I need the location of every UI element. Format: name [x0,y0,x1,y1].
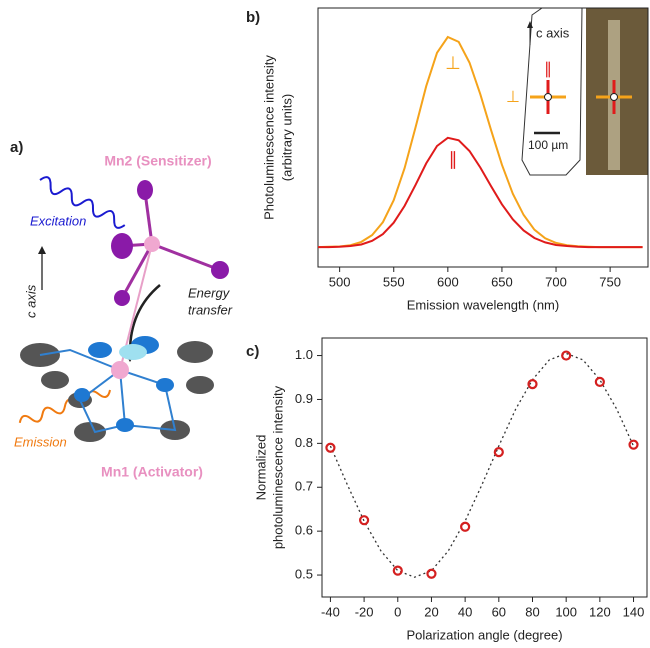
mn2-label: Mn2 (Sensitizer) [104,153,211,169]
mn2-atom [144,236,160,252]
y-tick-label: 0.6 [295,523,313,538]
x-tick-label: -40 [321,604,340,619]
x-tick-label: 40 [458,604,472,619]
y-axis-label: (arbitrary units) [279,94,294,181]
ring-bonds [40,350,175,432]
emission-wave [18,385,112,427]
y-axis-label: Photoluminescence intensity [261,55,276,220]
y-axis-label: Normalized [253,435,268,501]
panel-label: c) [246,343,259,360]
data-point [427,570,435,578]
x-tick-label: 100 [555,604,577,619]
bonds [122,192,220,298]
mn1-label: Mn1 (Activator) [101,464,203,480]
y-tick-label: 0.7 [295,479,313,494]
x-tick-label: 700 [545,274,567,289]
x-tick-label: 120 [589,604,611,619]
inset-perp: ⊥ [506,89,520,106]
series-label: ⊥ [445,53,461,73]
atom [119,344,147,360]
arrow-head [38,246,46,254]
x-tick-label: 500 [329,274,351,289]
mn1-atom [111,361,129,379]
center-dot [611,94,618,101]
excitation-label: Excitation [30,213,86,228]
transfer-label: transfer [188,302,233,317]
x-tick-label: 140 [623,604,645,619]
data-point [562,352,570,360]
x-tick-label: 600 [437,274,459,289]
series-label: ∥ [449,149,458,169]
data-point [326,444,334,452]
y-tick-label: 0.9 [295,391,313,406]
data-point [394,567,402,575]
data-point [461,523,469,531]
inset: c axis 100 µm ⊥ ∥ [506,8,648,175]
plot-frame [322,338,647,597]
emission-label: Emission [14,434,67,449]
y-tick-label: 0.8 [295,435,313,450]
x-axis-label: Polarization angle (degree) [406,627,562,642]
x-tick-label: 60 [492,604,506,619]
figure: a) Mn2 (Sensitizer) Excitation c axis En… [0,0,650,643]
x-tick-label: 650 [491,274,513,289]
fit-curve [330,353,633,577]
y-tick-label: 0.5 [295,566,313,581]
data-point [596,378,604,386]
x-tick-label: 20 [424,604,438,619]
scale-label: 100 µm [528,138,568,152]
x-tick-label: 80 [525,604,539,619]
transfer-label: Energy [188,285,231,300]
inset-par: ∥ [544,61,552,78]
center-dot [545,94,552,101]
c-axis-label: c axis [23,284,38,318]
x-tick-label: 0 [394,604,401,619]
x-tick-label: 550 [383,274,405,289]
y-axis-label: photoluminescence intensity [270,385,285,549]
x-tick-label: 750 [599,274,621,289]
x-axis-label: Emission wavelength (nm) [407,297,559,312]
panel-label: a) [10,139,23,156]
inset-axis-label: c axis [536,25,570,40]
y-tick-label: 1.0 [295,347,313,362]
data-point [495,448,503,456]
panel-label: b) [246,9,260,26]
x-tick-label: -20 [355,604,374,619]
